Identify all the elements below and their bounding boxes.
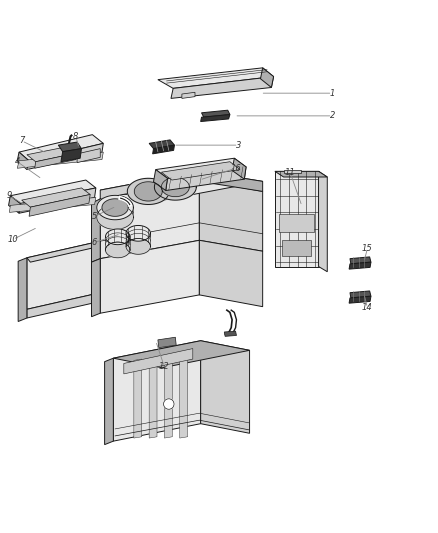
Polygon shape	[19, 188, 96, 213]
Polygon shape	[149, 140, 174, 149]
Text: 1: 1	[330, 88, 335, 98]
Polygon shape	[97, 205, 134, 229]
Polygon shape	[113, 341, 250, 368]
Polygon shape	[149, 359, 157, 438]
Polygon shape	[283, 240, 311, 256]
Polygon shape	[350, 291, 371, 298]
Polygon shape	[199, 180, 263, 251]
Polygon shape	[27, 241, 100, 309]
Circle shape	[163, 399, 174, 409]
Polygon shape	[182, 92, 195, 99]
Polygon shape	[18, 258, 27, 321]
Polygon shape	[29, 195, 90, 216]
Polygon shape	[97, 207, 134, 217]
Polygon shape	[199, 171, 263, 191]
Polygon shape	[201, 341, 250, 433]
Polygon shape	[152, 145, 174, 154]
Polygon shape	[349, 262, 371, 269]
Text: 2: 2	[330, 111, 335, 120]
Polygon shape	[106, 242, 130, 258]
Polygon shape	[201, 110, 230, 117]
Polygon shape	[21, 188, 90, 207]
Text: 9: 9	[7, 191, 12, 200]
Polygon shape	[318, 171, 327, 272]
Text: 3: 3	[236, 141, 241, 150]
Polygon shape	[126, 225, 150, 241]
Polygon shape	[106, 229, 130, 245]
Polygon shape	[27, 293, 100, 318]
Text: 14: 14	[362, 303, 373, 312]
Polygon shape	[9, 196, 20, 213]
Polygon shape	[155, 174, 196, 200]
Polygon shape	[17, 152, 103, 168]
Text: 11: 11	[285, 168, 296, 177]
Polygon shape	[349, 296, 371, 303]
Polygon shape	[102, 199, 128, 216]
Polygon shape	[92, 259, 100, 317]
Polygon shape	[105, 358, 113, 445]
Polygon shape	[19, 135, 103, 161]
Polygon shape	[10, 198, 96, 212]
Polygon shape	[158, 337, 176, 348]
Polygon shape	[11, 180, 96, 204]
Polygon shape	[100, 171, 263, 200]
Polygon shape	[161, 161, 240, 180]
Polygon shape	[284, 171, 301, 173]
Polygon shape	[279, 214, 314, 231]
Polygon shape	[155, 158, 246, 179]
Text: 7: 7	[19, 136, 25, 146]
Text: 5: 5	[92, 212, 97, 221]
Text: 6: 6	[92, 238, 97, 247]
Polygon shape	[113, 341, 201, 441]
Polygon shape	[127, 179, 169, 205]
Polygon shape	[275, 171, 318, 266]
Text: 8: 8	[73, 132, 78, 141]
Polygon shape	[61, 149, 81, 161]
Polygon shape	[232, 158, 246, 179]
Text: 16: 16	[230, 164, 241, 173]
Polygon shape	[224, 331, 237, 336]
Polygon shape	[100, 171, 199, 199]
Polygon shape	[27, 143, 103, 169]
Polygon shape	[158, 68, 274, 88]
Polygon shape	[77, 149, 100, 163]
Polygon shape	[100, 180, 199, 259]
Text: 4: 4	[14, 157, 20, 166]
Polygon shape	[153, 169, 167, 190]
Polygon shape	[164, 359, 172, 438]
Polygon shape	[171, 77, 274, 99]
Text: 12: 12	[159, 362, 170, 372]
Polygon shape	[199, 240, 263, 306]
Polygon shape	[201, 115, 230, 122]
Polygon shape	[17, 152, 29, 169]
Text: 10: 10	[7, 235, 18, 244]
Polygon shape	[92, 199, 100, 262]
Polygon shape	[100, 240, 199, 313]
Polygon shape	[126, 239, 150, 254]
Text: 15: 15	[362, 244, 373, 253]
Polygon shape	[134, 359, 142, 438]
Polygon shape	[27, 147, 77, 161]
Polygon shape	[27, 241, 103, 262]
Polygon shape	[134, 182, 162, 201]
Polygon shape	[275, 171, 327, 177]
Polygon shape	[261, 68, 274, 87]
Polygon shape	[97, 195, 134, 220]
Polygon shape	[161, 177, 189, 197]
Polygon shape	[35, 153, 77, 168]
Polygon shape	[166, 167, 246, 190]
Polygon shape	[124, 349, 193, 374]
Polygon shape	[58, 142, 81, 152]
Polygon shape	[350, 257, 371, 264]
Polygon shape	[180, 359, 187, 438]
